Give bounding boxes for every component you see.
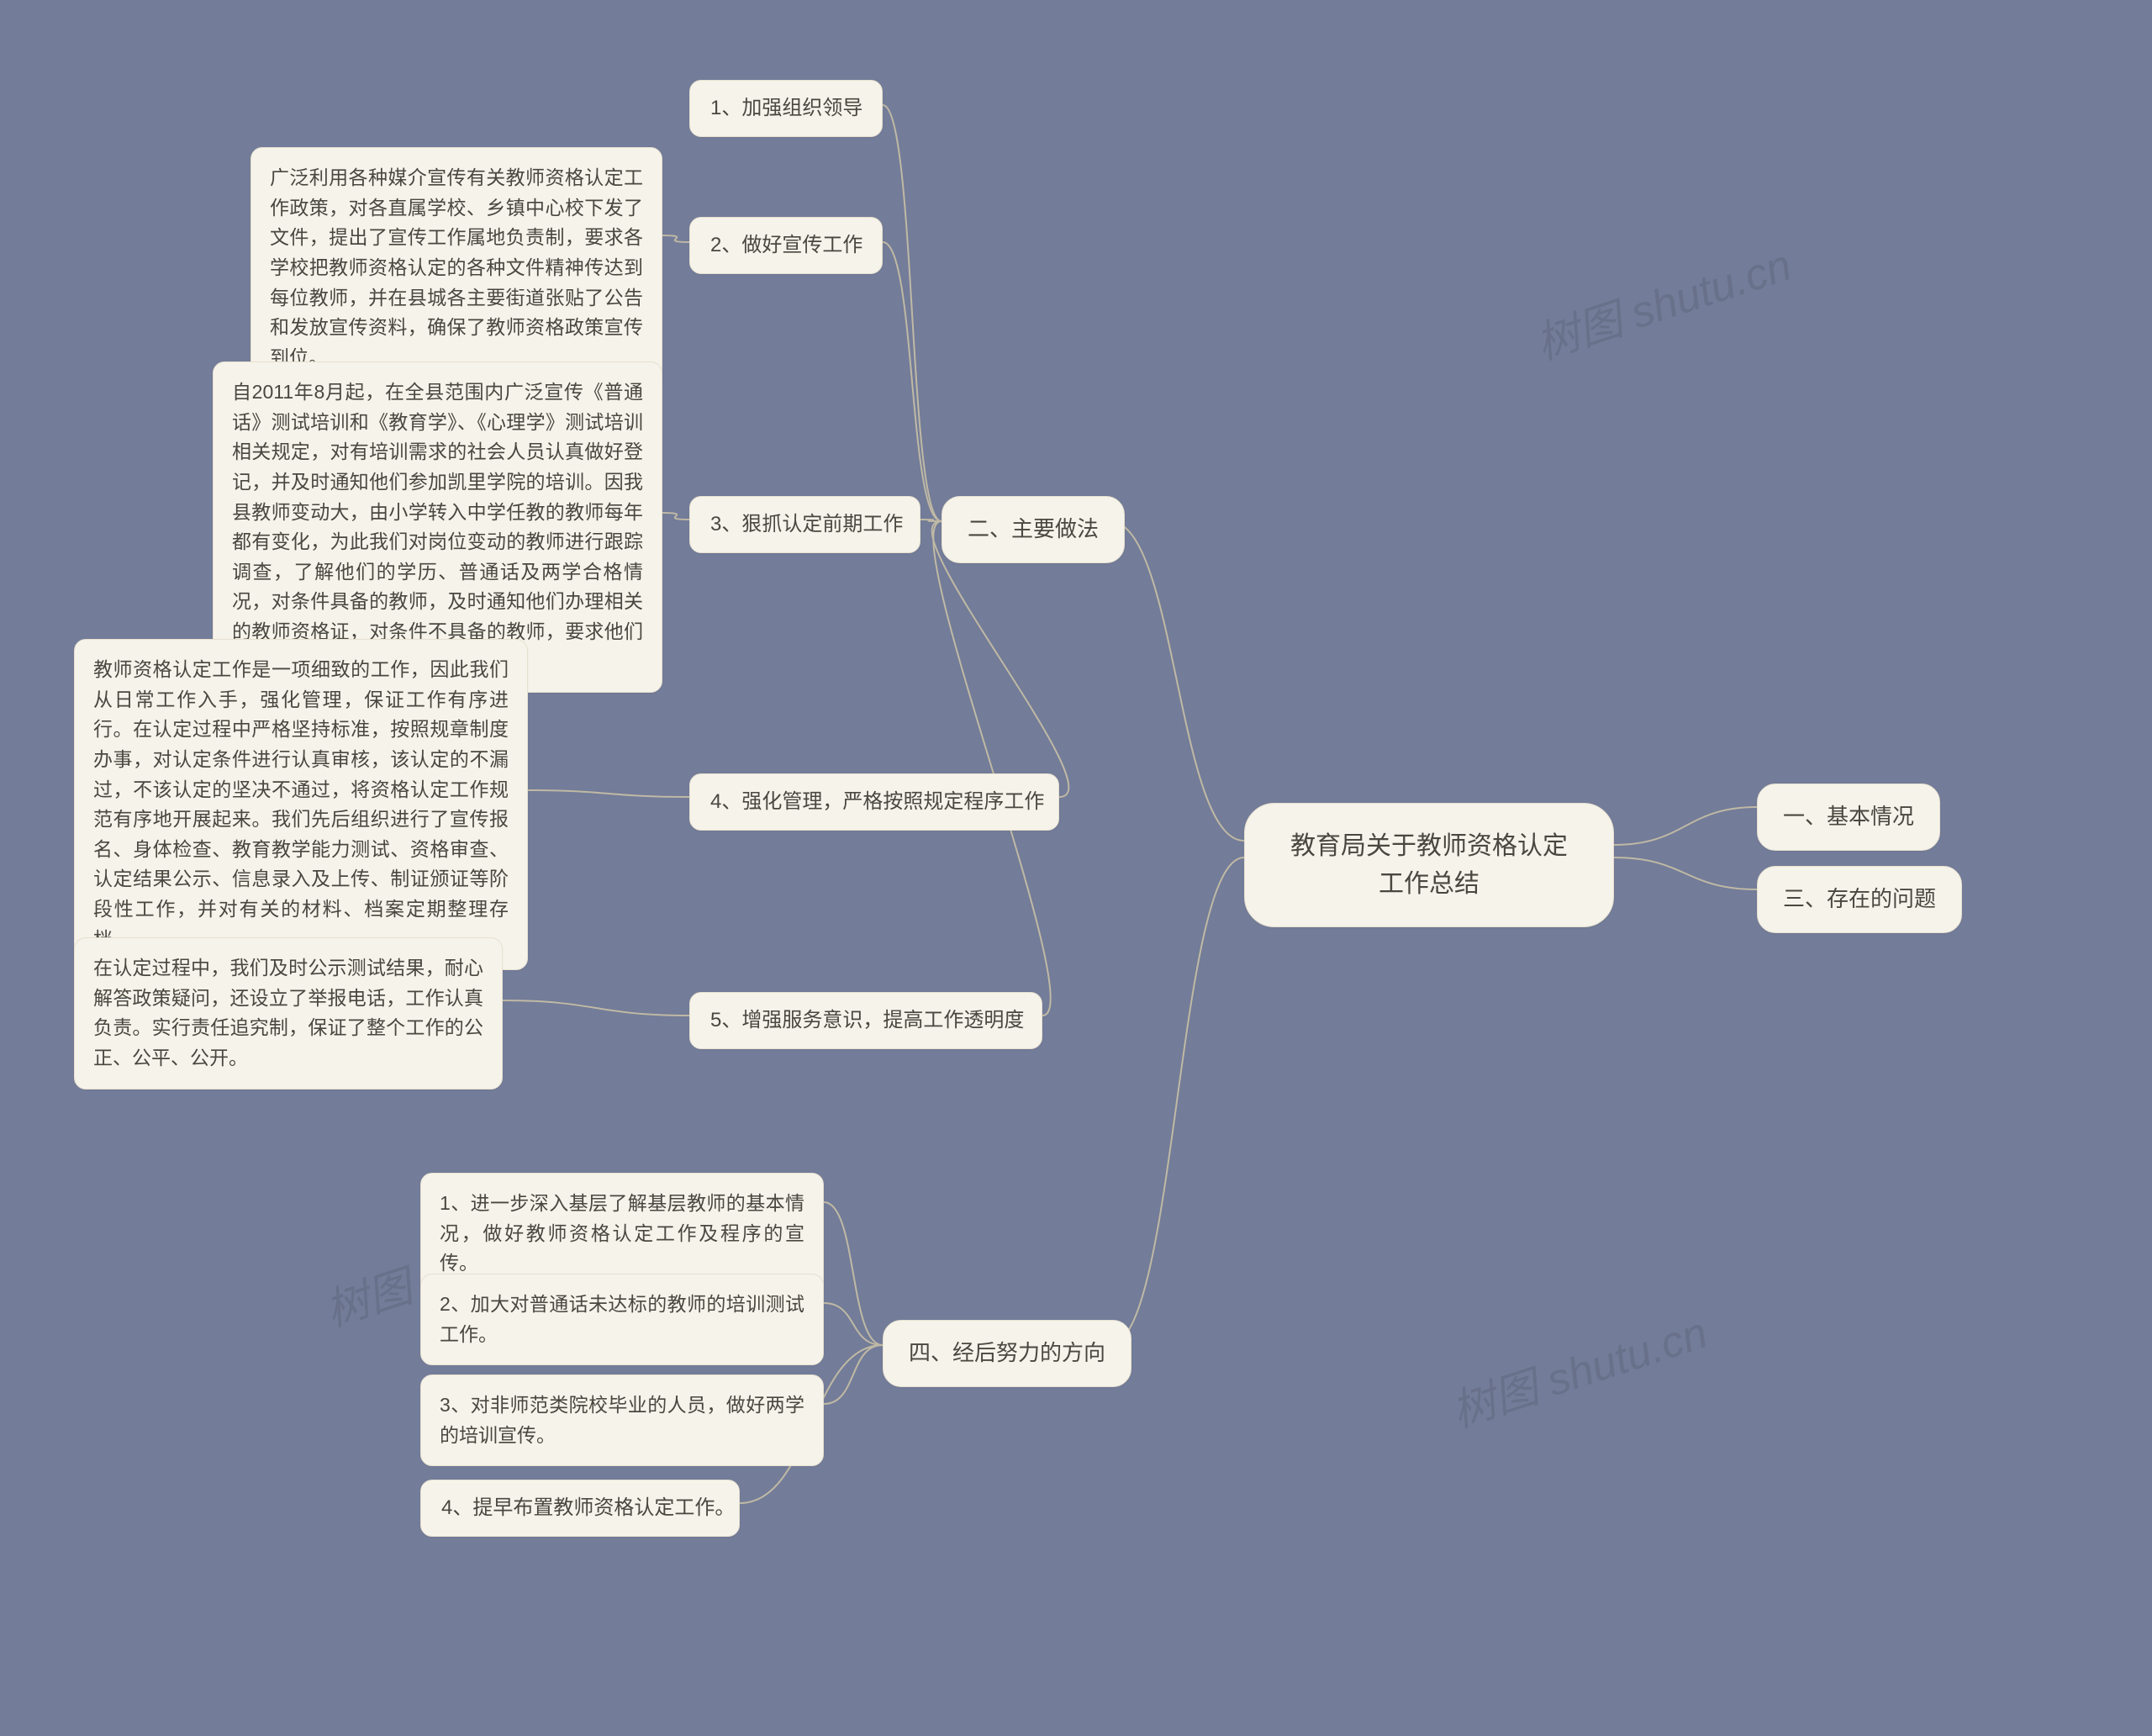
branch-label: 一、基本情况 (1783, 804, 1914, 829)
item-label: 5、增强服务意识，提高工作透明度 (710, 1009, 1024, 1032)
item-2-5-desc[interactable]: 在认定过程中，我们及时公示测试结果，耐心解答政策疑问，还设立了举报电话，工作认真… (74, 937, 503, 1090)
item-text: 2、加大对普通话未达标的教师的培训测试工作。 (440, 1293, 804, 1345)
item-label: 1、加强组织领导 (710, 97, 862, 119)
desc-text: 广泛利用各种媒介宣传有关教师资格认定工作政策，对各直属学校、乡镇中心校下发了文件… (270, 166, 643, 368)
item-2-3[interactable]: 3、狠抓认定前期工作 (689, 496, 920, 553)
desc-text: 在认定过程中，我们及时公示测试结果，耐心解答政策疑问，还设立了举报电话，工作认真… (93, 957, 483, 1069)
item-2-4[interactable]: 4、强化管理，严格按照规定程序工作 (689, 773, 1059, 831)
branch-label: 三、存在的问题 (1783, 886, 1936, 911)
item-label: 2、做好宣传工作 (710, 234, 862, 256)
branch-section-3[interactable]: 三、存在的问题 (1757, 866, 1962, 933)
item-4-4[interactable]: 4、提早布置教师资格认定工作。 (420, 1480, 740, 1537)
branch-section-4[interactable]: 四、经后努力的方向 (883, 1320, 1131, 1387)
watermark: 树图 shutu.cn (1527, 230, 1798, 372)
branch-label: 二、主要做法 (968, 516, 1099, 541)
item-2-5[interactable]: 5、增强服务意识，提高工作透明度 (689, 992, 1042, 1049)
item-2-4-desc[interactable]: 教师资格认定工作是一项细致的工作，因此我们从日常工作入手，强化管理，保证工作有序… (74, 639, 528, 970)
item-text: 3、对非师范类院校毕业的人员，做好两学的培训宣传。 (440, 1394, 804, 1446)
root-line1: 教育局关于教师资格认定 (1290, 832, 1568, 860)
item-4-2[interactable]: 2、加大对普通话未达标的教师的培训测试工作。 (420, 1274, 824, 1365)
item-text: 1、进一步深入基层了解基层教师的基本情况，做好教师资格认定工作及程序的宣传。 (440, 1192, 804, 1274)
branch-label: 四、经后努力的方向 (909, 1340, 1105, 1365)
item-2-1[interactable]: 1、加强组织领导 (689, 80, 883, 137)
item-4-3[interactable]: 3、对非师范类院校毕业的人员，做好两学的培训宣传。 (420, 1375, 824, 1466)
branch-section-1[interactable]: 一、基本情况 (1757, 784, 1940, 851)
item-2-2[interactable]: 2、做好宣传工作 (689, 217, 883, 274)
item-2-2-desc[interactable]: 广泛利用各种媒介宣传有关教师资格认定工作政策，对各直属学校、乡镇中心校下发了文件… (251, 147, 662, 388)
desc-text: 教师资格认定工作是一项细致的工作，因此我们从日常工作入手，强化管理，保证工作有序… (93, 658, 509, 950)
item-label: 3、狠抓认定前期工作 (710, 513, 903, 536)
desc-text: 自2011年8月起，在全县范围内广泛宣传《普通话》测试培训和《教育学》、《心理学… (232, 381, 643, 673)
root-line2: 工作总结 (1379, 870, 1480, 898)
watermark: 树图 shutu.cn (1443, 1297, 1714, 1439)
branch-section-2[interactable]: 二、主要做法 (942, 496, 1125, 563)
item-label: 4、强化管理，严格按照规定程序工作 (710, 790, 1044, 813)
mindmap-canvas: 树图 shutu.cn 树图 shutu.cn 树图 shutu.cn 教育局关… (0, 0, 2152, 1736)
root-node[interactable]: 教育局关于教师资格认定 工作总结 (1244, 803, 1614, 927)
item-text: 4、提早布置教师资格认定工作。 (441, 1496, 735, 1519)
